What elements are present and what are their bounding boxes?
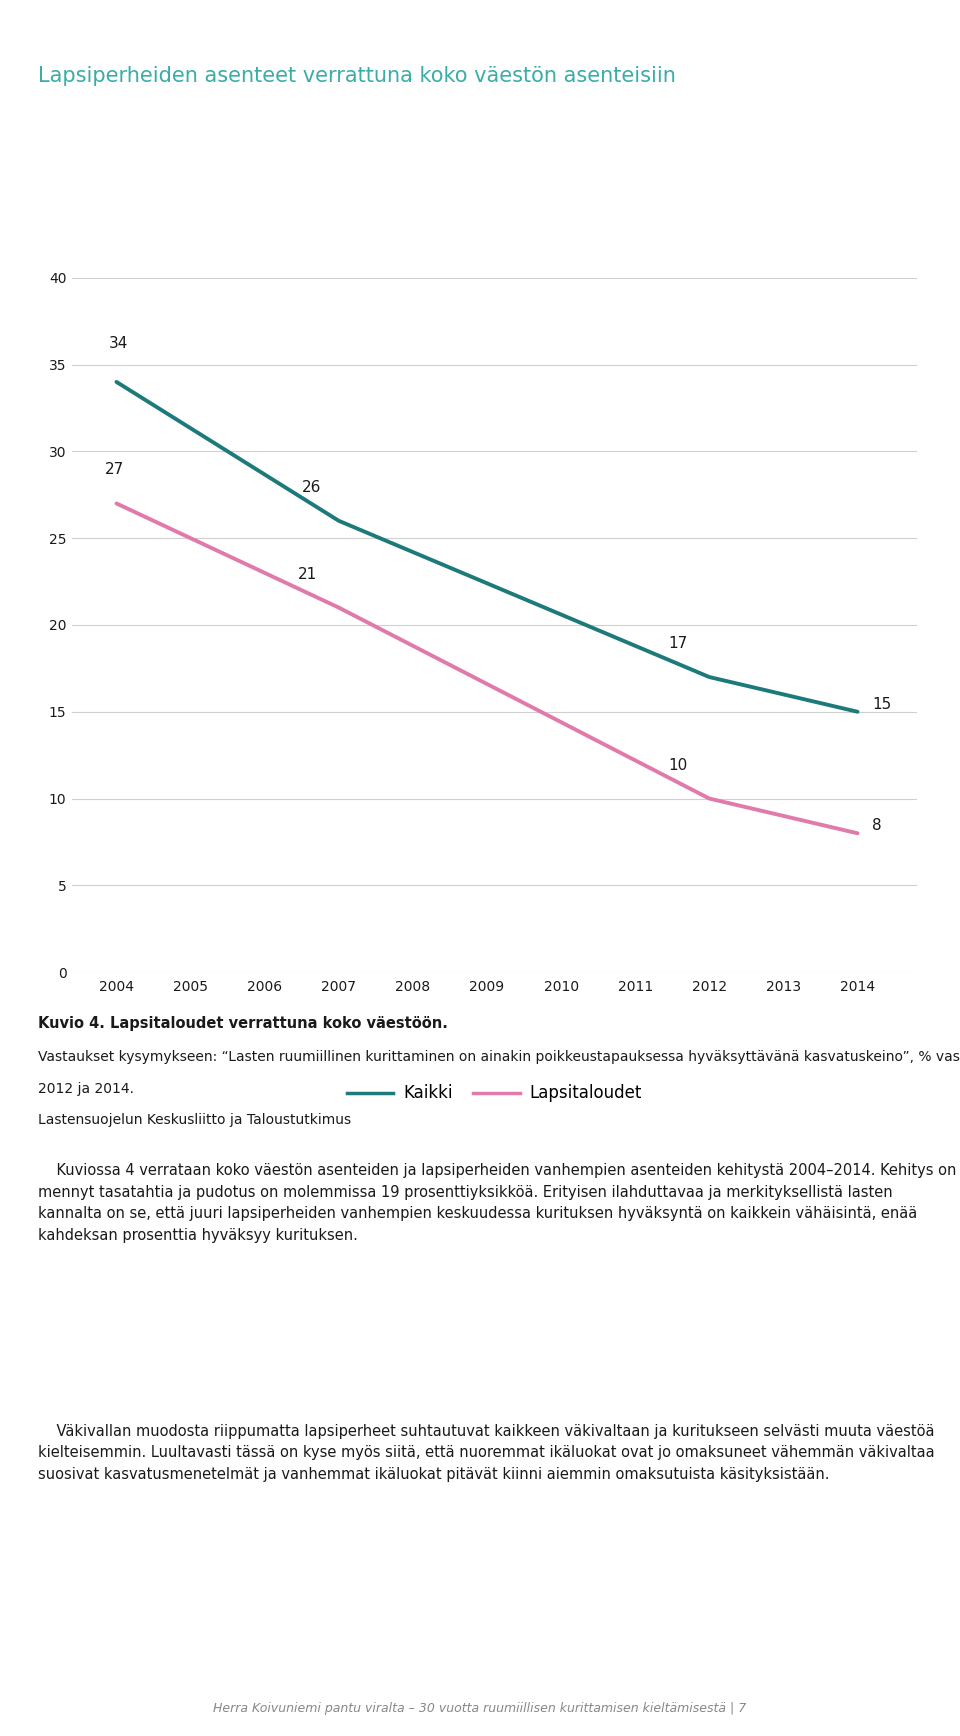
Text: 34: 34	[109, 335, 129, 351]
Text: 17: 17	[668, 635, 687, 651]
Text: Väkivallan muodosta riippumatta lapsiperheet suhtautuvat kaikkeen väkivaltaan ja: Väkivallan muodosta riippumatta lapsiper…	[38, 1424, 935, 1483]
Text: Herra Koivuniemi pantu viralta – 30 vuotta ruumiillisen kurittamisen kieltämises: Herra Koivuniemi pantu viralta – 30 vuot…	[213, 1703, 747, 1715]
Text: 2012 ja 2014.: 2012 ja 2014.	[38, 1082, 134, 1095]
Text: 8: 8	[873, 818, 882, 833]
Legend: Kaikki, Lapsitaloudet: Kaikki, Lapsitaloudet	[340, 1078, 649, 1109]
Text: 15: 15	[873, 696, 892, 712]
Text: Lapsiperheiden asenteet verrattuna koko väestön asenteisiin: Lapsiperheiden asenteet verrattuna koko …	[38, 66, 676, 87]
Text: Lastensuojelun Keskusliitto ja Taloustutkimus: Lastensuojelun Keskusliitto ja Taloustut…	[38, 1113, 351, 1127]
Text: 27: 27	[106, 462, 125, 477]
Text: 10: 10	[668, 757, 687, 773]
Text: Vastaukset kysymykseen: “Lasten ruumiillinen kurittaminen on ainakin poikkeustap: Vastaukset kysymykseen: “Lasten ruumiill…	[38, 1050, 960, 1064]
Text: Kuviossa 4 verrataan koko väestön asenteiden ja lapsiperheiden vanhempien asente: Kuviossa 4 verrataan koko väestön asente…	[38, 1163, 957, 1243]
Text: Kuvio 4. Lapsitaloudet verrattuna koko väestöön.: Kuvio 4. Lapsitaloudet verrattuna koko v…	[38, 1016, 448, 1031]
Text: 21: 21	[298, 566, 317, 582]
Text: 26: 26	[301, 479, 321, 495]
